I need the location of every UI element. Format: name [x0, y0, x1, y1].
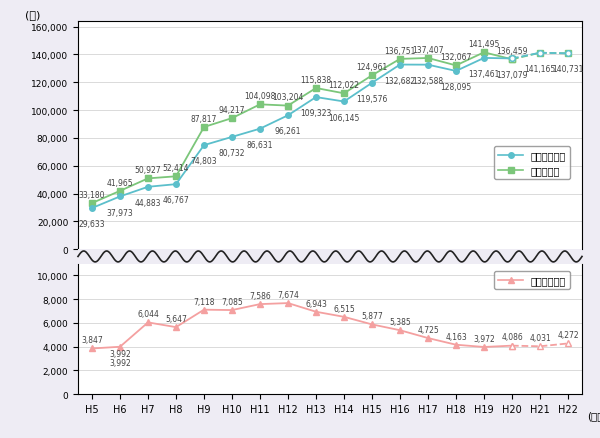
- Text: 6,943: 6,943: [305, 299, 327, 308]
- Text: 86,631: 86,631: [247, 141, 273, 149]
- Legend: 長期派遣者数: 長期派遣者数: [494, 272, 569, 289]
- Text: 141,495: 141,495: [469, 40, 500, 49]
- Text: (人): (人): [25, 10, 40, 20]
- Text: 124,961: 124,961: [356, 63, 388, 72]
- Text: 7,586: 7,586: [249, 291, 271, 300]
- Text: 7,118: 7,118: [193, 297, 215, 306]
- Text: 109,323: 109,323: [301, 109, 332, 118]
- Text: 7,674: 7,674: [277, 290, 299, 299]
- Text: 132,067: 132,067: [440, 53, 472, 62]
- Text: 7,085: 7,085: [221, 297, 243, 306]
- Text: 136,751: 136,751: [385, 46, 416, 56]
- Legend: 短期派遣者数, 派遣者総数: 短期派遣者数, 派遣者総数: [494, 147, 569, 180]
- Text: 106,145: 106,145: [328, 113, 359, 122]
- Text: 6,515: 6,515: [333, 304, 355, 313]
- Text: 3,992: 3,992: [109, 358, 131, 367]
- Text: 44,883: 44,883: [135, 198, 161, 208]
- Text: 5,877: 5,877: [361, 311, 383, 321]
- Text: 87,817: 87,817: [191, 115, 217, 124]
- Text: 94,217: 94,217: [219, 106, 245, 115]
- Text: 4,086: 4,086: [501, 333, 523, 342]
- Text: 6,044: 6,044: [137, 310, 159, 318]
- Text: 132,682: 132,682: [385, 77, 416, 85]
- Text: 3,847: 3,847: [81, 336, 103, 345]
- Text: 5,385: 5,385: [389, 318, 411, 326]
- Text: 37,973: 37,973: [107, 208, 133, 217]
- Text: 3,992: 3,992: [109, 349, 131, 358]
- Text: 80,732: 80,732: [219, 148, 245, 158]
- Text: 4,272: 4,272: [557, 331, 579, 339]
- Text: 74,803: 74,803: [191, 157, 217, 166]
- Text: 141,165: 141,165: [524, 65, 556, 74]
- Text: 41,965: 41,965: [107, 178, 133, 187]
- Text: 33,180: 33,180: [79, 191, 105, 199]
- Text: 119,576: 119,576: [356, 95, 388, 104]
- Text: (年度): (年度): [587, 410, 600, 420]
- Text: 5,647: 5,647: [165, 314, 187, 323]
- Text: 52,414: 52,414: [163, 164, 189, 173]
- Text: 4,725: 4,725: [417, 325, 439, 334]
- Text: 140,731: 140,731: [553, 65, 584, 74]
- Text: 137,461: 137,461: [469, 70, 500, 79]
- Text: 46,767: 46,767: [163, 196, 190, 205]
- Text: 29,633: 29,633: [79, 219, 106, 229]
- Text: 50,927: 50,927: [134, 166, 161, 175]
- Text: 112,022: 112,022: [329, 81, 359, 90]
- Text: 3,972: 3,972: [473, 334, 495, 343]
- Text: 4,163: 4,163: [445, 332, 467, 341]
- Text: 137,079: 137,079: [496, 71, 528, 79]
- Text: 136,459: 136,459: [496, 47, 528, 56]
- Text: 104,098: 104,098: [244, 92, 275, 101]
- Text: 115,838: 115,838: [301, 76, 332, 85]
- Text: 137,407: 137,407: [412, 46, 444, 55]
- Text: 103,204: 103,204: [272, 93, 304, 102]
- Text: 128,095: 128,095: [440, 83, 472, 92]
- Text: 4,031: 4,031: [529, 333, 551, 343]
- Text: 132,588: 132,588: [412, 77, 443, 85]
- Text: 96,261: 96,261: [275, 127, 301, 136]
